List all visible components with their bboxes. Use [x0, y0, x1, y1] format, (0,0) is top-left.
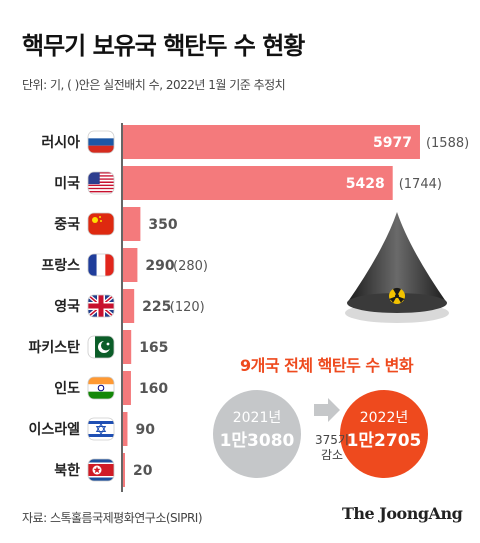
france-flag-icon	[87, 253, 115, 277]
totals-heading: 9개국 전체 핵탄두 수 변화	[240, 356, 414, 375]
value-label: 5977	[373, 135, 412, 151]
value-label: 350	[148, 217, 177, 233]
country-label: 미국	[54, 176, 80, 192]
decrease-amount: 375기	[315, 433, 349, 447]
deployed-label: (1588)	[426, 136, 469, 151]
pakistan-flag-icon	[87, 335, 115, 359]
bar	[123, 207, 141, 241]
russia-flag-icon	[87, 130, 115, 154]
india-flag-icon	[87, 376, 115, 400]
value-label: 165	[139, 340, 168, 356]
bar	[123, 371, 131, 405]
country-label: 중국	[54, 217, 80, 233]
israel-flag-icon	[87, 417, 115, 441]
year-2022-value: 1만2705	[347, 431, 422, 451]
year-2021-label: 2021년	[233, 410, 282, 426]
source-note: 자료: 스톡홀름국제평화연구소(SIPRI)	[22, 511, 203, 525]
decrease-word: 감소	[320, 448, 344, 462]
china-flag-icon	[87, 212, 115, 236]
value-label: 160	[139, 381, 168, 397]
deployed-label: (120)	[170, 300, 205, 315]
bar	[123, 330, 132, 364]
bar	[123, 453, 125, 487]
page-title: 핵무기 보유국 핵탄두 수 현황	[22, 32, 305, 60]
country-label: 인도	[54, 380, 80, 397]
warhead-icon	[345, 212, 449, 323]
value-label: 90	[135, 422, 155, 438]
arrow-right-icon	[314, 398, 340, 422]
country-label: 북한	[54, 463, 80, 479]
bar	[123, 289, 135, 323]
value-label: 5428	[346, 176, 385, 192]
bar	[123, 166, 393, 200]
chart-subtitle: 단위: 기, ( )안은 실전배치 수, 2022년 1월 기준 추정치	[22, 78, 286, 92]
year-2021-value: 1만3080	[220, 431, 295, 451]
value-label: 290	[145, 258, 174, 274]
bar	[123, 248, 138, 282]
country-label: 러시아	[41, 134, 80, 151]
circle-2021	[213, 390, 301, 478]
brand-logo: The JoongAng	[342, 504, 463, 523]
decrease-note: 375기 감소	[312, 433, 352, 463]
usa-flag-icon	[87, 171, 115, 195]
country-label: 프랑스	[41, 258, 80, 274]
bar	[123, 125, 420, 159]
north-korea-flag-icon	[87, 458, 115, 482]
country-label: 영국	[54, 298, 80, 315]
circle-2022	[340, 390, 428, 478]
deployed-label: (1744)	[399, 177, 442, 192]
value-label: 20	[133, 463, 153, 479]
year-2022-label: 2022년	[360, 410, 409, 426]
country-label: 이스라엘	[28, 421, 80, 438]
bar	[123, 412, 128, 446]
country-label: 파키스탄	[28, 339, 80, 356]
uk-flag-icon	[87, 294, 115, 318]
value-label: 225	[142, 299, 171, 315]
deployed-label: (280)	[173, 259, 208, 274]
